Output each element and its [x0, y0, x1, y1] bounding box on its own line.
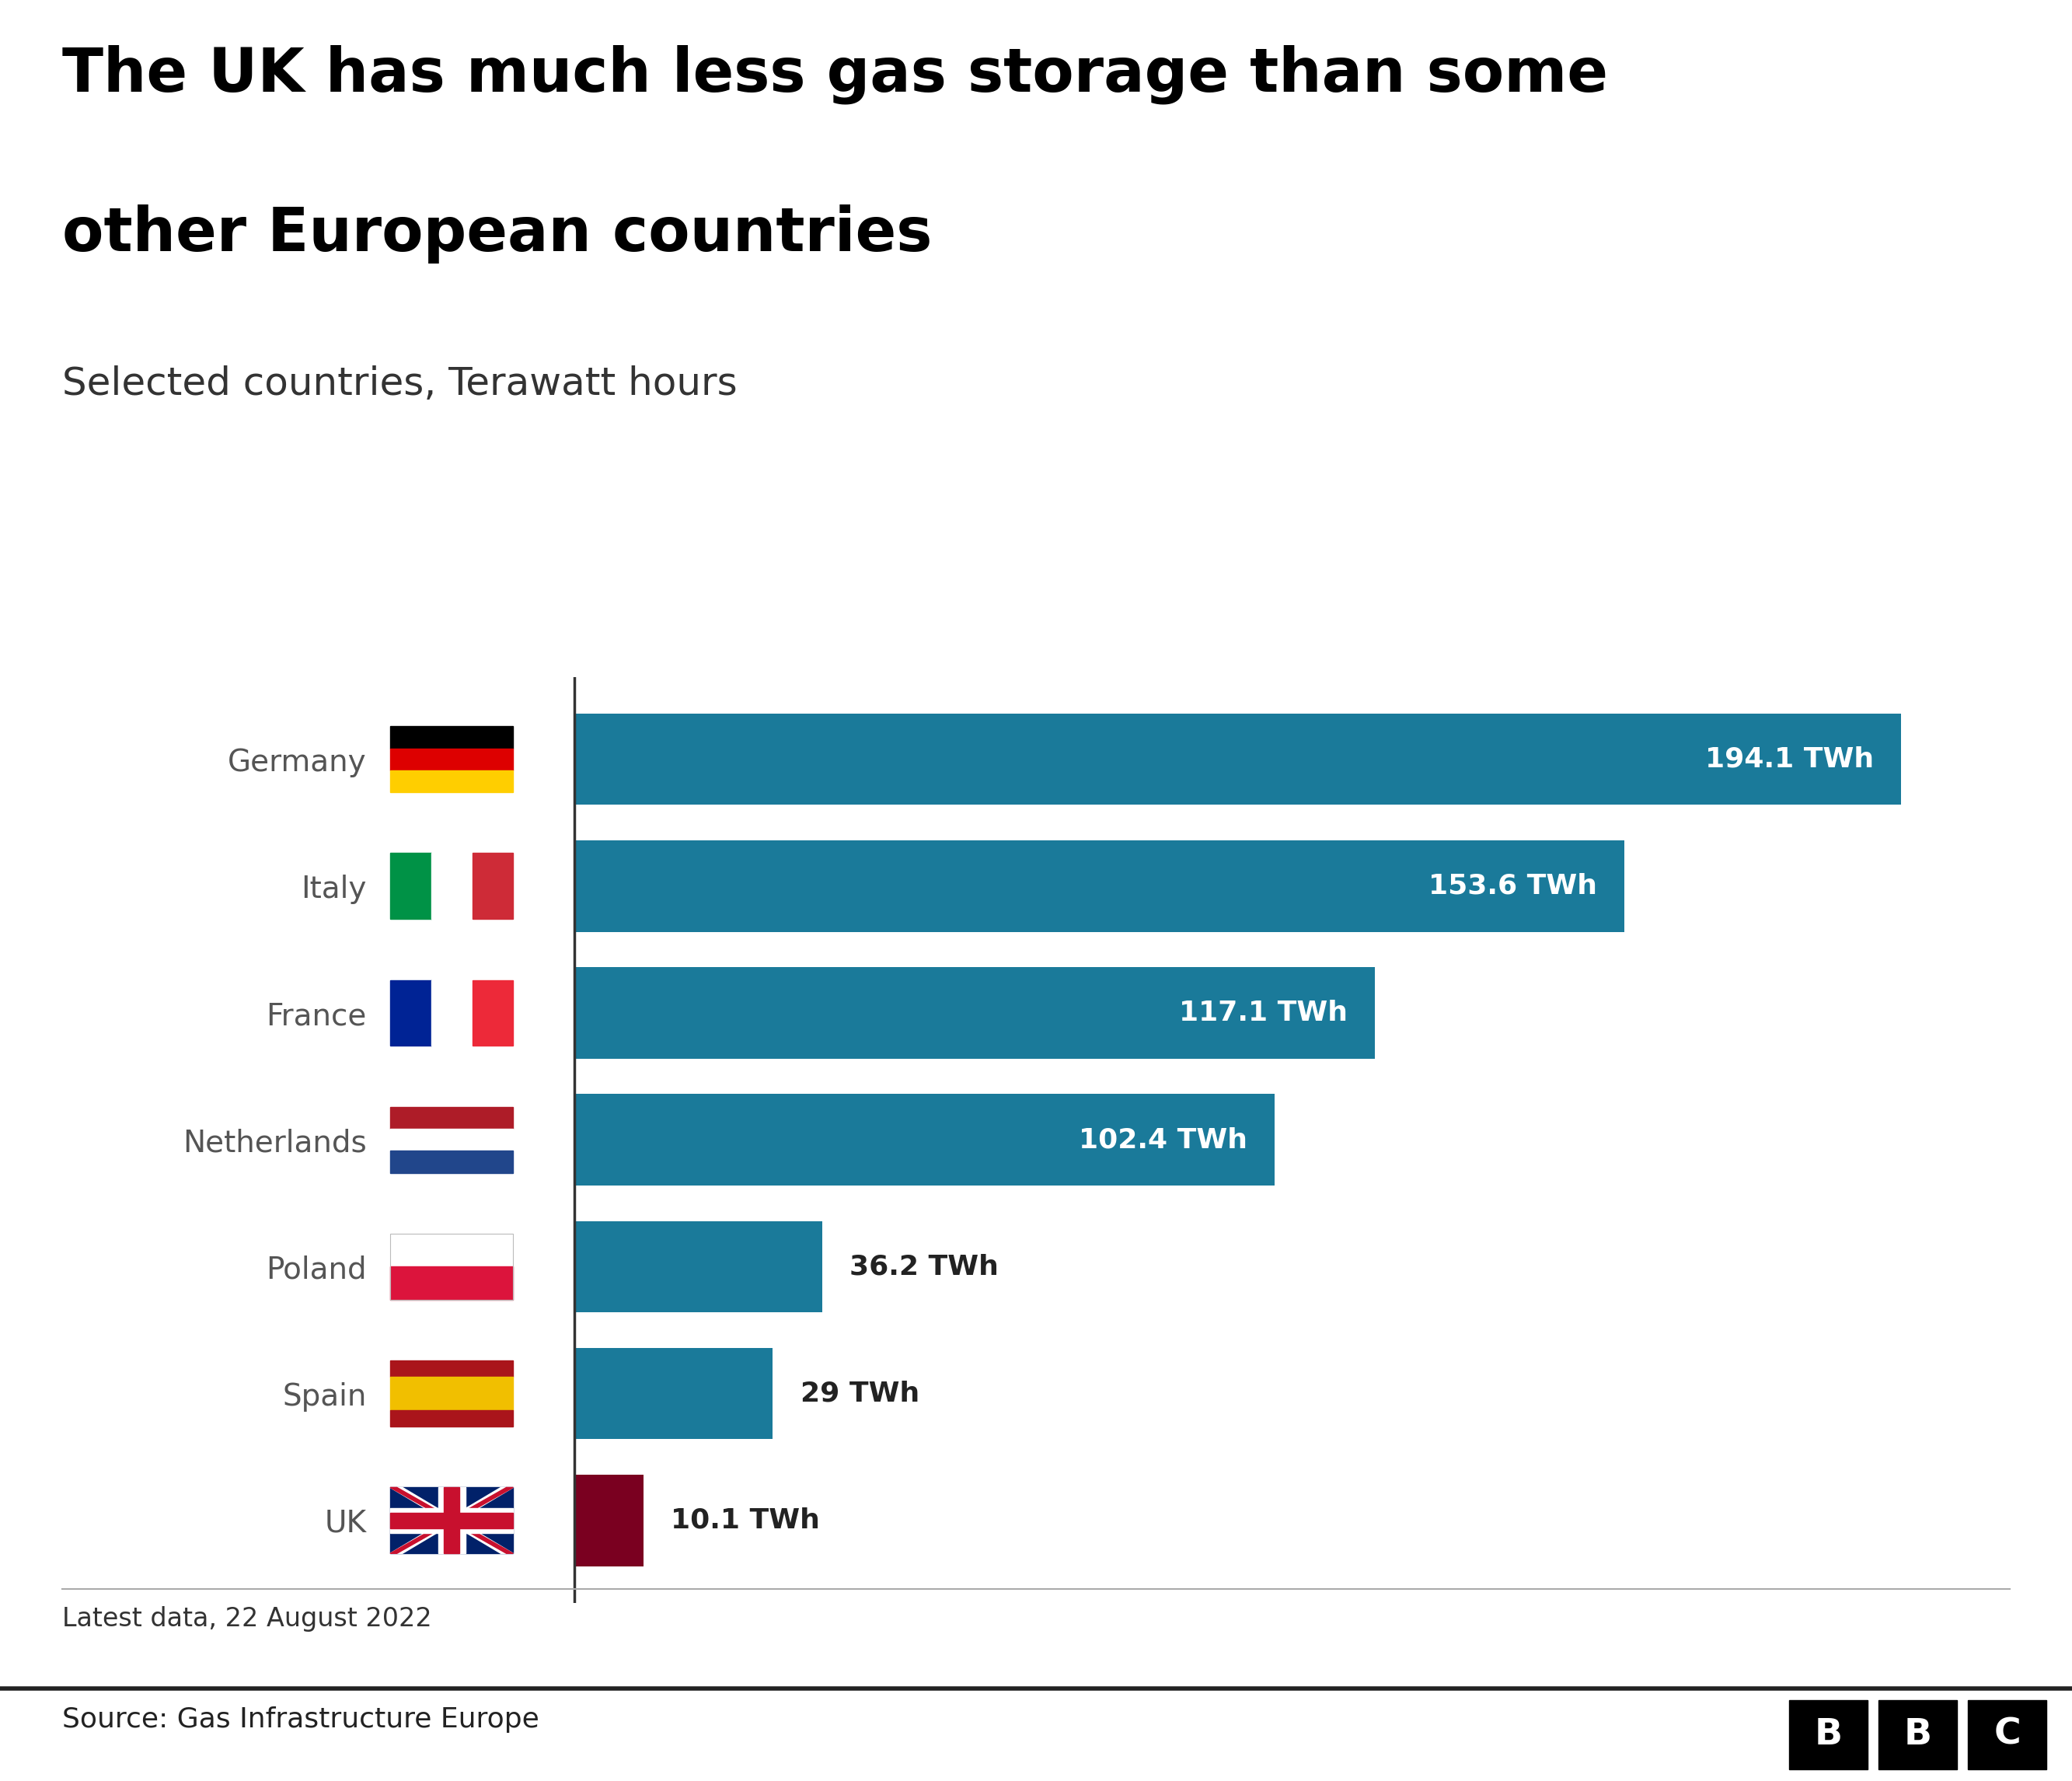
Text: 29 TWh: 29 TWh: [800, 1380, 920, 1407]
Bar: [390, 1411, 514, 1427]
Bar: [472, 853, 514, 919]
Text: Source: Gas Infrastructure Europe: Source: Gas Infrastructure Europe: [62, 1706, 539, 1733]
Bar: [390, 1361, 514, 1377]
Bar: [390, 1151, 514, 1174]
Bar: [574, 1475, 644, 1565]
Bar: [574, 1094, 1274, 1186]
Bar: [574, 1348, 773, 1439]
Text: other European countries: other European countries: [62, 205, 932, 264]
Text: 102.4 TWh: 102.4 TWh: [1080, 1127, 1247, 1152]
Bar: [431, 853, 472, 919]
Text: 10.1 TWh: 10.1 TWh: [671, 1507, 821, 1533]
Bar: [390, 1129, 514, 1151]
Bar: [390, 748, 514, 769]
Text: 36.2 TWh: 36.2 TWh: [850, 1254, 999, 1281]
Text: 153.6 TWh: 153.6 TWh: [1428, 873, 1598, 899]
Text: B: B: [1904, 1717, 1931, 1753]
Polygon shape: [390, 1487, 514, 1553]
Text: Selected countries, Terawatt hours: Selected countries, Terawatt hours: [62, 365, 738, 403]
Bar: [390, 769, 514, 793]
Polygon shape: [390, 1487, 514, 1553]
Bar: [390, 1266, 514, 1300]
Bar: [390, 853, 431, 919]
Bar: [390, 1234, 514, 1300]
Bar: [574, 967, 1376, 1058]
Bar: [390, 1509, 514, 1533]
Bar: [431, 980, 472, 1045]
Bar: [437, 1487, 466, 1553]
Bar: [1968, 1701, 2047, 1769]
Bar: [472, 980, 514, 1045]
Polygon shape: [390, 1487, 514, 1553]
Bar: [390, 980, 431, 1045]
Text: 117.1 TWh: 117.1 TWh: [1179, 999, 1347, 1026]
Bar: [1788, 1701, 1867, 1769]
Polygon shape: [390, 1487, 514, 1553]
Text: 194.1 TWh: 194.1 TWh: [1705, 746, 1873, 773]
Text: C: C: [1993, 1717, 2020, 1753]
Bar: [390, 727, 514, 748]
Text: B: B: [1815, 1717, 1842, 1753]
Bar: [390, 1106, 514, 1129]
Bar: [574, 841, 1624, 931]
Bar: [574, 1222, 823, 1313]
Bar: [390, 1487, 514, 1553]
Bar: [390, 1234, 514, 1266]
Text: Latest data, 22 August 2022: Latest data, 22 August 2022: [62, 1606, 431, 1631]
Bar: [390, 1512, 514, 1528]
Text: The UK has much less gas storage than some: The UK has much less gas storage than so…: [62, 45, 1608, 103]
Bar: [390, 1377, 514, 1411]
Bar: [443, 1487, 460, 1553]
Bar: [1879, 1701, 1956, 1769]
Bar: [574, 714, 1902, 805]
